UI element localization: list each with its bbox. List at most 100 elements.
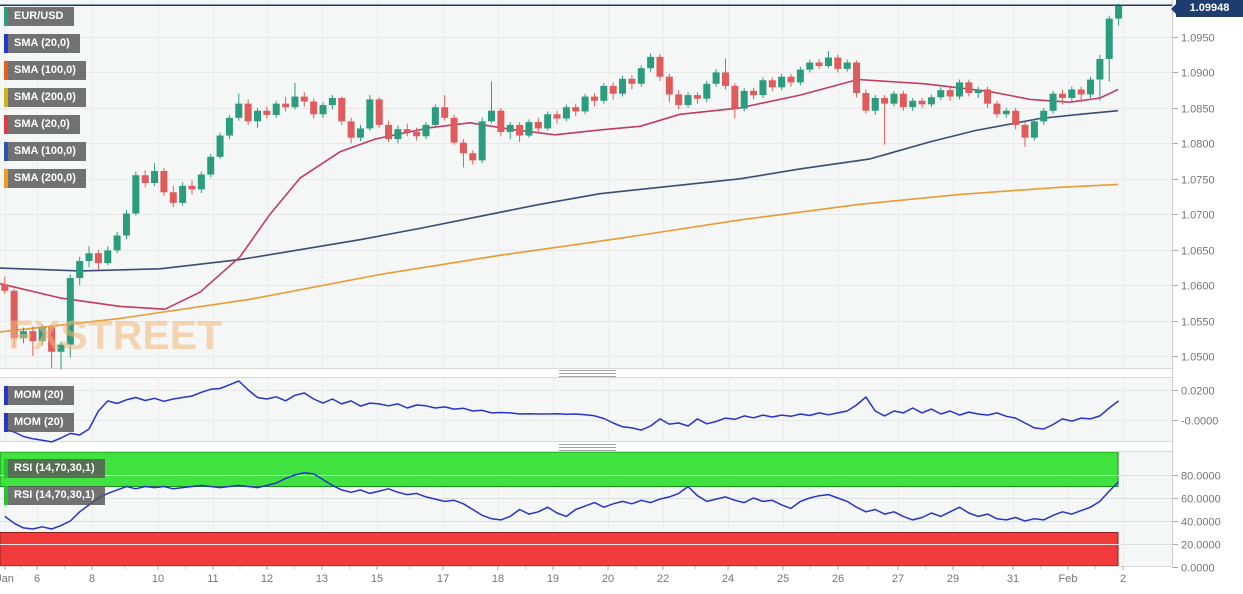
candlestick: [899, 93, 907, 108]
candlestick: [506, 124, 514, 132]
x-axis-label: 24: [722, 573, 734, 585]
candlestick: [937, 90, 945, 98]
legend-chip-price-0[interactable]: EUR/USD: [4, 7, 74, 26]
candlestick: [459, 142, 467, 154]
candlestick: [1087, 79, 1095, 95]
legend-chip-price-1[interactable]: SMA (20,0): [4, 34, 80, 53]
candlestick: [122, 213, 130, 236]
x-axis-label: 18: [492, 573, 504, 585]
panel-resize-handle-top[interactable]: [559, 370, 616, 379]
legend-chip-rsi-1[interactable]: RSI (14,70,30,1): [4, 486, 105, 505]
rsi-axis-label: 20.0000: [1181, 540, 1221, 552]
candlestick: [76, 261, 84, 279]
candlestick: [665, 76, 673, 95]
candlestick: [647, 56, 655, 69]
candlestick: [684, 95, 692, 106]
candlestick: [197, 174, 205, 190]
x-axis-label: Jan: [0, 573, 14, 585]
candlestick: [1105, 18, 1113, 59]
x-axis-label: 11: [207, 573, 218, 585]
x-axis-label: 15: [371, 573, 383, 585]
candlestick: [609, 85, 617, 94]
candlestick: [731, 85, 739, 109]
price-axis-label: 1.0750: [1181, 175, 1215, 187]
price-axis-label: 1.0800: [1181, 139, 1215, 151]
rsi-overbought-band: [0, 451, 1119, 487]
candlestick: [94, 253, 102, 264]
candlestick: [38, 326, 46, 342]
panel-resize-handle-bottom[interactable]: [559, 444, 616, 453]
candlestick: [263, 110, 271, 115]
x-axis-label: 8: [89, 573, 95, 585]
legend-chip-price-4[interactable]: SMA (20,0): [4, 115, 80, 134]
candlestick: [244, 103, 252, 122]
candlestick: [824, 57, 832, 67]
price-panel[interactable]: [0, 0, 1172, 368]
candlestick: [254, 110, 262, 122]
sma200-line: [0, 183, 1119, 333]
candlestick: [291, 96, 299, 108]
candlestick: [796, 69, 804, 83]
candlestick: [890, 93, 898, 104]
candlestick: [740, 90, 748, 109]
x-axis-label: 22: [657, 573, 669, 585]
candlestick: [675, 94, 683, 106]
candlestick: [497, 110, 505, 132]
candlestick: [450, 117, 458, 143]
candlestick: [141, 175, 149, 184]
candlestick: [553, 114, 561, 119]
candlestick: [581, 96, 589, 112]
legend-chip-price-5[interactable]: SMA (100,0): [4, 142, 86, 161]
momentum-panel[interactable]: [0, 378, 1172, 441]
legend-chip-mom-1[interactable]: MOM (20): [4, 413, 74, 432]
candlestick: [1068, 89, 1076, 98]
candlestick: [787, 76, 795, 83]
candlestick: [918, 100, 926, 105]
legend-chip-rsi-0[interactable]: RSI (14,70,30,1): [4, 459, 105, 478]
candlestick: [48, 326, 56, 352]
price-axis-label: 1.0550: [1181, 317, 1215, 329]
rsi-axis-label: 60.0000: [1181, 494, 1221, 506]
candlestick: [375, 99, 383, 125]
candlestick: [703, 83, 711, 99]
legend-chip-price-6[interactable]: SMA (200,0): [4, 169, 86, 188]
candlestick: [534, 122, 542, 129]
rsi-axis-label: 80.0000: [1181, 471, 1221, 483]
rsi-axis-label: 0.0000: [1181, 563, 1215, 575]
rsi-line: [4, 471, 1120, 530]
candlestick: [759, 80, 767, 96]
candlestick: [310, 101, 318, 115]
candlestick: [562, 107, 570, 119]
legend-chip-mom-0[interactable]: MOM (20): [4, 386, 74, 405]
candlestick: [104, 250, 112, 264]
legend-chip-price-2[interactable]: SMA (100,0): [4, 61, 86, 80]
candlestick: [768, 80, 776, 88]
x-axis-label: 20: [602, 573, 614, 585]
candlestick: [712, 72, 720, 84]
candlestick: [1077, 89, 1085, 95]
candlestick: [216, 135, 224, 157]
candlestick: [478, 121, 486, 161]
candlestick: [881, 97, 889, 104]
candlestick: [984, 89, 992, 104]
candlestick: [619, 78, 627, 94]
price-axis-label: 1.0500: [1181, 352, 1215, 364]
price-axis-label: 1.0650: [1181, 246, 1215, 258]
candlestick: [693, 95, 701, 99]
candlestick: [394, 129, 402, 140]
x-axis-label: 10: [152, 573, 164, 585]
candlestick: [843, 62, 851, 69]
candlestick: [778, 76, 786, 88]
x-axis-label: 12: [261, 573, 273, 585]
candlestick: [628, 78, 636, 84]
candlestick: [544, 114, 552, 129]
candlestick: [225, 117, 233, 136]
candlestick: [1030, 121, 1038, 138]
legend-chip-price-3[interactable]: SMA (200,0): [4, 88, 86, 107]
candlestick: [272, 103, 280, 115]
candlestick: [488, 110, 496, 122]
candlestick: [721, 72, 729, 86]
candlestick: [319, 105, 327, 115]
x-axis-label: 2: [1120, 573, 1126, 585]
